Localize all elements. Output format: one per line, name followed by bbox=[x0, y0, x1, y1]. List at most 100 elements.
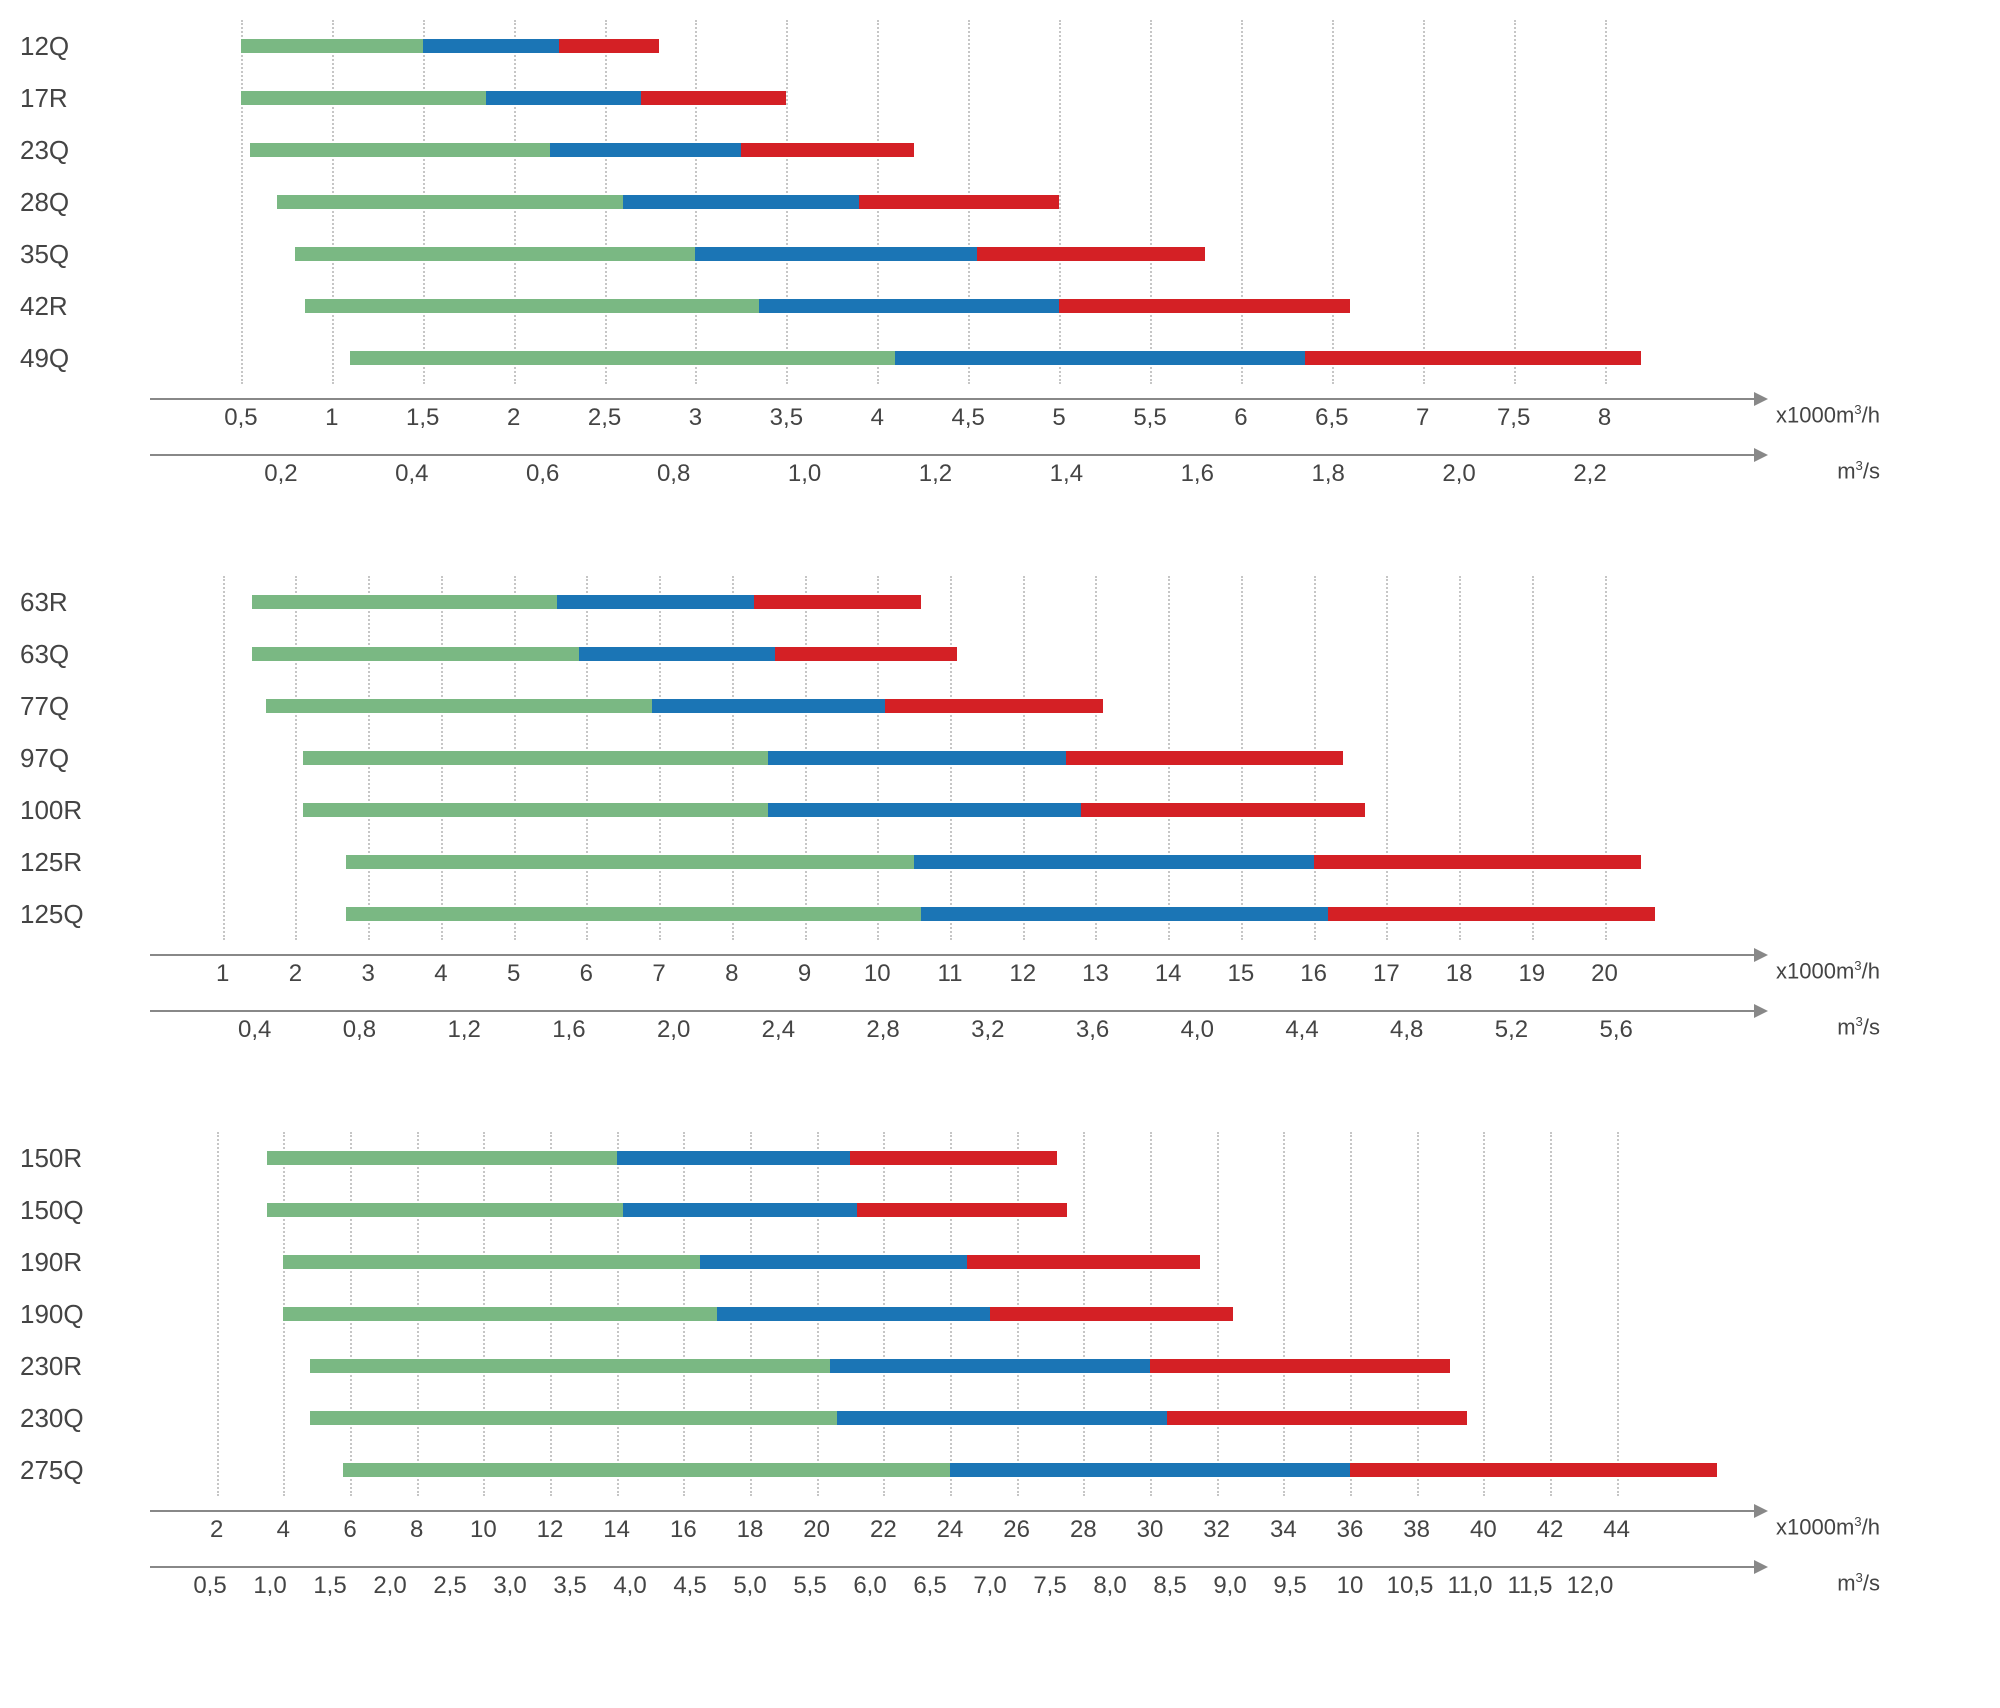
tick-label: 2,0 bbox=[657, 1016, 690, 1044]
tick-label: 2,5 bbox=[588, 404, 621, 432]
axis-unit-label: x1000m3/h bbox=[1776, 958, 1880, 984]
tick-label: 14 bbox=[603, 1516, 630, 1544]
series-label: 63R bbox=[20, 587, 150, 618]
series-label: 63Q bbox=[20, 639, 150, 670]
tick-label: 0,2 bbox=[264, 460, 297, 488]
tick-label: 1,8 bbox=[1311, 460, 1344, 488]
series-label: 125R bbox=[20, 847, 150, 878]
segment-blue bbox=[837, 1411, 1167, 1425]
tick-label: 1,2 bbox=[919, 460, 952, 488]
series-label: 190Q bbox=[20, 1299, 150, 1330]
segment-green bbox=[241, 39, 423, 53]
tick-label: 14 bbox=[1155, 960, 1182, 988]
tick-label: 3 bbox=[361, 960, 374, 988]
tick-label: 36 bbox=[1337, 1516, 1364, 1544]
tick-label: 8 bbox=[410, 1516, 423, 1544]
x-axis-secondary: 0,40,81,21,62,02,42,83,23,64,04,44,85,25… bbox=[150, 1000, 1750, 1052]
axis-unit-label: x1000m3/h bbox=[1776, 1514, 1880, 1540]
series-label: 97Q bbox=[20, 743, 150, 774]
tick-label: 1 bbox=[325, 404, 338, 432]
axis-line bbox=[150, 1010, 1760, 1012]
tick-label: 1,4 bbox=[1050, 460, 1083, 488]
segment-green bbox=[283, 1307, 716, 1321]
tick-label: 4,8 bbox=[1390, 1016, 1423, 1044]
tick-label: 11,0 bbox=[1448, 1572, 1493, 1600]
segment-green bbox=[295, 247, 695, 261]
axis-arrow-icon bbox=[1754, 1004, 1768, 1018]
tick-label: 1,0 bbox=[253, 1572, 286, 1600]
axis-unit-label: m3/s bbox=[1837, 1570, 1880, 1596]
segment-green bbox=[305, 299, 760, 313]
segment-red bbox=[1305, 351, 1641, 365]
tick-label: 13 bbox=[1082, 960, 1109, 988]
segment-green bbox=[266, 699, 651, 713]
tick-label: 7,0 bbox=[973, 1572, 1006, 1600]
tick-label: 1,2 bbox=[447, 1016, 480, 1044]
series-row: 63Q bbox=[150, 628, 1750, 680]
series-label: 49Q bbox=[20, 343, 150, 374]
segment-red bbox=[1314, 855, 1641, 869]
tick-label: 34 bbox=[1270, 1516, 1297, 1544]
axis-unit-label: x1000m3/h bbox=[1776, 402, 1880, 428]
series-row: 97Q bbox=[150, 732, 1750, 784]
tick-label: 5 bbox=[507, 960, 520, 988]
tick-label: 5,5 bbox=[793, 1572, 826, 1600]
tick-label: 1,6 bbox=[552, 1016, 585, 1044]
tick-label: 2 bbox=[210, 1516, 223, 1544]
segment-red bbox=[1350, 1463, 1717, 1477]
series-row: 150R bbox=[150, 1132, 1750, 1184]
axis-line bbox=[150, 1510, 1760, 1512]
segment-blue bbox=[617, 1151, 850, 1165]
tick-label: 8 bbox=[1598, 404, 1611, 432]
axis-line bbox=[150, 454, 1760, 456]
tick-label: 12 bbox=[1009, 960, 1036, 988]
tick-label: 6,5 bbox=[1315, 404, 1348, 432]
tick-label: 4,5 bbox=[951, 404, 984, 432]
tick-label: 28 bbox=[1070, 1516, 1097, 1544]
tick-label: 0,4 bbox=[395, 460, 428, 488]
segment-red bbox=[741, 143, 914, 157]
series-row: 230Q bbox=[150, 1392, 1750, 1444]
segment-red bbox=[1059, 299, 1350, 313]
segment-green bbox=[277, 195, 622, 209]
series-label: 100R bbox=[20, 795, 150, 826]
panel-c: 150R150Q190R190Q230R230Q275Q246810121416… bbox=[20, 1132, 1980, 1608]
tick-label: 40 bbox=[1470, 1516, 1497, 1544]
segment-blue bbox=[700, 1255, 967, 1269]
segment-blue bbox=[768, 803, 1081, 817]
tick-label: 32 bbox=[1203, 1516, 1230, 1544]
series-label: 12Q bbox=[20, 31, 150, 62]
tick-label: 22 bbox=[870, 1516, 897, 1544]
series-label: 150R bbox=[20, 1143, 150, 1174]
series-label: 42R bbox=[20, 291, 150, 322]
tick-label: 16 bbox=[1300, 960, 1327, 988]
series-row: 125R bbox=[150, 836, 1750, 888]
segment-blue bbox=[914, 855, 1314, 869]
segment-blue bbox=[423, 39, 559, 53]
tick-label: 0,5 bbox=[193, 1572, 226, 1600]
series-row: 230R bbox=[150, 1340, 1750, 1392]
series-label: 230Q bbox=[20, 1403, 150, 1434]
segment-blue bbox=[486, 91, 641, 105]
segment-red bbox=[1328, 907, 1655, 921]
x-axis-primary: 0,511,522,533,544,555,566,577,58x1000m3/… bbox=[150, 388, 1750, 440]
segment-red bbox=[559, 39, 659, 53]
tick-label: 4 bbox=[277, 1516, 290, 1544]
tick-label: 20 bbox=[1591, 960, 1618, 988]
series-row: 190Q bbox=[150, 1288, 1750, 1340]
tick-label: 24 bbox=[937, 1516, 964, 1544]
segment-green bbox=[343, 1463, 950, 1477]
segment-red bbox=[641, 91, 786, 105]
segment-red bbox=[885, 699, 1103, 713]
tick-label: 2,4 bbox=[762, 1016, 795, 1044]
series-row: 275Q bbox=[150, 1444, 1750, 1496]
tick-label: 3 bbox=[689, 404, 702, 432]
tick-label: 8,5 bbox=[1153, 1572, 1186, 1600]
tick-label: 2 bbox=[289, 960, 302, 988]
series-row: 150Q bbox=[150, 1184, 1750, 1236]
series-label: 230R bbox=[20, 1351, 150, 1382]
tick-label: 4,0 bbox=[1181, 1016, 1214, 1044]
tick-label: 4,5 bbox=[673, 1572, 706, 1600]
series-row: 12Q bbox=[150, 20, 1750, 72]
tick-label: 3,6 bbox=[1076, 1016, 1109, 1044]
